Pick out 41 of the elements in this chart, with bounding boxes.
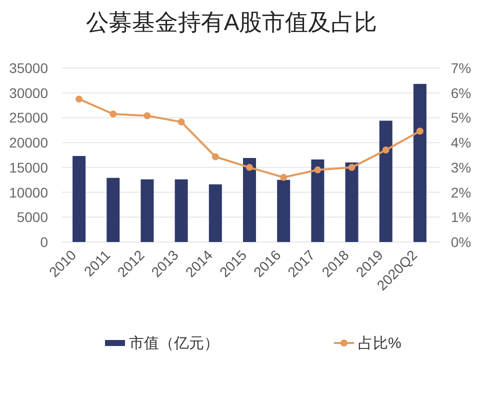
bar xyxy=(413,84,426,242)
y2-tick-label: 1% xyxy=(450,209,472,226)
y-tick-label: 5000 xyxy=(16,209,48,226)
point xyxy=(382,146,390,154)
y2-tick-label: 4% xyxy=(450,134,472,151)
y2-tick-label: 5% xyxy=(450,110,472,126)
bar xyxy=(106,178,120,242)
bar xyxy=(345,162,358,242)
point xyxy=(348,164,356,171)
point xyxy=(212,153,219,160)
bar xyxy=(379,120,392,242)
y-tick-label: 10000 xyxy=(9,184,48,200)
point xyxy=(246,164,253,171)
point xyxy=(76,96,83,103)
y2-tick-label: 7% xyxy=(450,60,472,76)
y2-tick-label: 2% xyxy=(450,184,472,200)
y-tick-label: 15000 xyxy=(9,159,48,176)
point xyxy=(178,118,185,126)
y-tick-label: 30000 xyxy=(9,84,48,101)
point xyxy=(314,166,322,174)
y-tick-label: 0 xyxy=(40,234,48,250)
y2-tick-label: 3% xyxy=(450,159,472,176)
y-tick-label: 35000 xyxy=(9,60,48,76)
legend-label: 占比% xyxy=(358,335,402,352)
legend-label: 市值（亿元） xyxy=(129,335,219,352)
point xyxy=(144,112,151,120)
y2-tick-label: 0% xyxy=(450,234,472,250)
y2-tick-label: 6% xyxy=(450,84,472,101)
y-tick-label: 25000 xyxy=(9,110,48,126)
title: 公募基金持有A股市值及占比 xyxy=(86,9,378,35)
bar xyxy=(243,158,256,242)
bar xyxy=(311,159,324,242)
point xyxy=(280,174,288,181)
point xyxy=(416,128,424,135)
bar xyxy=(72,156,86,242)
bar xyxy=(208,184,222,242)
bar xyxy=(174,179,188,242)
bar xyxy=(140,179,154,242)
point xyxy=(110,110,117,118)
y-tick-label: 20000 xyxy=(9,134,48,151)
bar xyxy=(277,180,290,242)
